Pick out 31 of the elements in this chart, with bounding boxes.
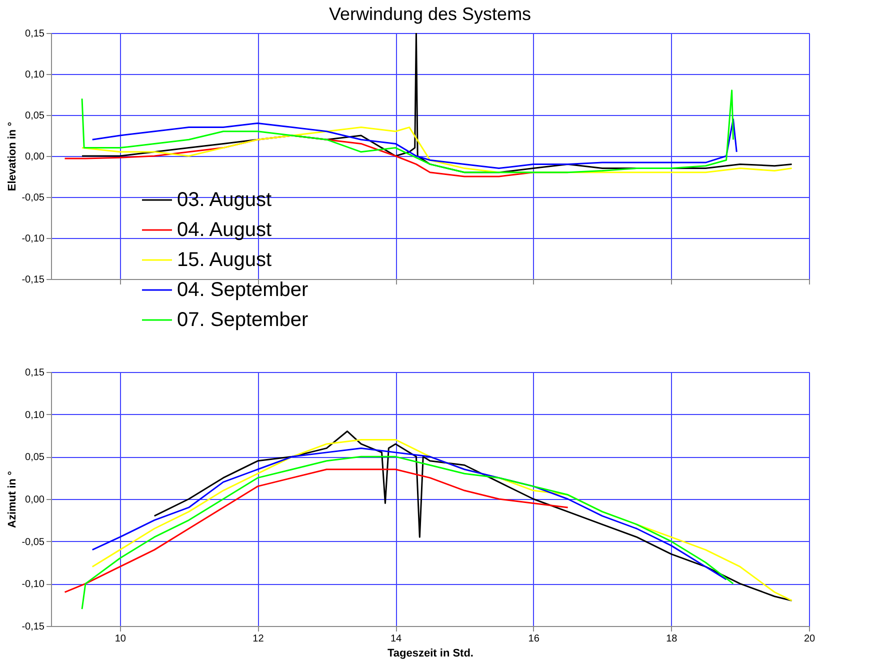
x-tick-label: 10: [114, 634, 126, 644]
x-tick-label: 18: [666, 634, 678, 644]
line-series: [81, 90, 734, 174]
x-tick-label: 14: [390, 634, 402, 644]
y-axis-title: Elevation in °: [6, 122, 19, 192]
legend-label: 07. September: [177, 309, 309, 331]
y-tick-label: -0,15: [22, 274, 45, 286]
y-tick-label: 0,00: [25, 494, 45, 506]
legend-label: 04. September: [177, 279, 309, 301]
y-tick-label: -0,10: [22, 234, 45, 244]
x-tick-label: 12: [252, 634, 264, 644]
y-tick-label: 0,10: [25, 410, 45, 421]
line-series: [92, 447, 728, 580]
x-axis-title: Tageszeit in Std.: [388, 648, 474, 660]
y-tick-label: -0,15: [22, 622, 45, 632]
y-tick-label: 0,10: [25, 70, 45, 80]
y-tick-label: -0,10: [22, 579, 45, 590]
x-tick-label: 16: [528, 634, 540, 644]
line-series: [92, 118, 738, 170]
chart-title: Verwindung des Systems: [328, 4, 532, 24]
line-series: [81, 456, 734, 610]
y-tick-label: 0,15: [25, 368, 45, 378]
y-tick-label: 0,05: [25, 452, 45, 464]
x-tick-label: 20: [804, 634, 816, 644]
y-tick-label: -0,05: [22, 192, 45, 204]
y-tick-label: 0,05: [25, 110, 45, 122]
y-tick-label: -0,05: [22, 536, 45, 548]
y-tick-label: 0,00: [25, 152, 45, 162]
line-series: [64, 468, 569, 593]
y-tick-label: 0,15: [25, 28, 45, 40]
y-axis-title: Azimut in °: [6, 471, 19, 528]
